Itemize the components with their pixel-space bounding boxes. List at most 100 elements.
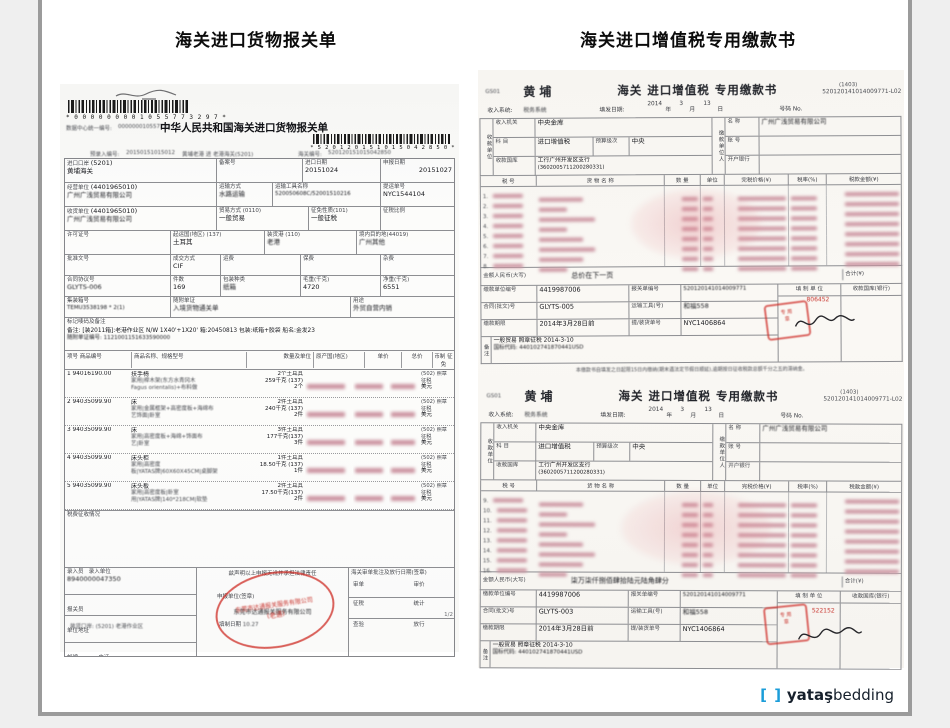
cert2-gh-rate: 税率(%) (789, 481, 828, 492)
cert2-payee-vertical: 收款单位 (481, 423, 495, 480)
item-qty-cell: 2件土耳其 240千克 (137) 2件 (264, 399, 303, 419)
cert2-fill-unit-col: 填 制 单 位 (777, 591, 840, 604)
cert1-gh-price: 完税价格(¥) (724, 174, 789, 185)
cert2-party-box: 收款单位 收入机关 中央金库 科 目 进口增值税 预算级次 中央 收款国库 (480, 422, 903, 482)
vat-certificates-scan: GS01 黄埔 海关 进口增值税 专用缴款书 (1403) 5201201410… (478, 70, 904, 670)
cert1-bill-label: 提/装货单号 (629, 319, 682, 336)
cert2-bank-label: 开户银行 (726, 462, 761, 482)
cert1-month: 3 (679, 101, 684, 108)
vat-certificate-1: GS01 黄埔 海关 进口增值税 专用缴款书 (1403) 5201201410… (479, 79, 903, 374)
field-trade-mode: 贸易方式 (0110) 一般贸易 (217, 207, 309, 230)
item-unitprice-blur (353, 371, 389, 396)
field-licence: 许可证号 (65, 231, 171, 254)
cert1-contract-label: 合同(批文)号 (481, 302, 538, 320)
item-price-blur (305, 427, 353, 452)
page-number: 1/2 (444, 612, 453, 618)
cert2-decl-no: 520120141014009771 (682, 591, 746, 599)
cert2-year: 2014 (648, 406, 664, 413)
cert2-month-unit: 月 (690, 412, 697, 420)
cert2-serial: 520120141014009771-L02 (823, 396, 903, 403)
field-container-no: 集装箱号 TEMU3538198 * 2(1) (65, 297, 171, 317)
cert1-payer-name-value: 广州广浅贸易有限公司 (761, 117, 827, 126)
cert1-treasury-label: 收款国库 (493, 156, 536, 177)
items-header-total: 总价 (402, 352, 433, 368)
cert2-bank-col: 收款国库(银行) (840, 591, 901, 604)
item-total-blur (389, 371, 419, 396)
items-header-qty: 数量及单位 (247, 352, 314, 368)
item-row: 5 94035099.90 床头板 家用|高密度板|卧室 用|YATAS牌|14… (65, 482, 454, 510)
item-total-blur (389, 455, 419, 480)
cert2-total-label: 合计(¥) (844, 578, 864, 585)
cert2-payer-vertical: 缴款单位人 (713, 424, 727, 481)
cert1-sys-row: 收入系统: 税务系统 填发日期: 2014 年 3 月 13 日 号码 No. (479, 101, 901, 118)
clerk-column: 录入员 录入单位 8940000047350 报关员 单位地址 邮编 电话 (65, 568, 197, 656)
cert1-year: 2014 (647, 101, 663, 108)
cert2-sys-row: 收入系统: 税务系统 填发日期: 2014 年 3 月 13 日 号码 No. (480, 406, 902, 423)
cert2-goods-table: 税 号 货 物 名 称 数 量 单位 完税价格(¥) 税率(%) 税款金额(¥)… (479, 480, 903, 578)
cert1-sys-label: 收入系统: (487, 107, 513, 115)
items-header-price: 单价 (365, 352, 402, 368)
cert2-date-label: 填发日期: (600, 412, 626, 419)
cert2-gh-name: 货 物 名 称 (537, 480, 666, 491)
items-header-origin: 原产国(地区) (314, 352, 365, 368)
cert2-bill-label: 提/装货单号 (628, 624, 681, 641)
item-tax-cell: (502) 照章征税 美元 (421, 371, 447, 390)
items-header-name: 商品名称、规格型号 (132, 352, 247, 368)
cert1-decl-no-label: 报关单编号 (629, 285, 682, 302)
item-qty-cell: 3件土耳其 177千克(137) 3件 (266, 427, 303, 447)
field-destination: 境内目的地(44019) 广州其他 (359, 232, 409, 246)
item-price-blur (305, 371, 353, 396)
cert1-daxie-label: 金额人民币(大写) (483, 272, 527, 280)
cert1-payer-name-label: 名 称 (725, 117, 760, 136)
items-header-code: 项号 商品编号 (65, 352, 132, 368)
pre-entry-number: 20150151015012 (126, 150, 175, 156)
cert1-footnote: 本缴款书自填发之日起限15日内缴纳(期末遇法定节假日顺延),逾期按日征收税款总额… (575, 366, 808, 374)
field-misc-fee: 杂费 (383, 256, 395, 262)
field-loading-port: 装货港 (110) 老港 (265, 231, 357, 254)
item-row: 1 94016190.00 扶手椅 家用|榉木架(东方水青冈木 Fagus or… (65, 370, 454, 398)
customs-review-column: 海关审单批注及放行日期(签章) 审单 审价 征税 统计 查验 放行 (349, 568, 454, 656)
field-import-port: 进口口岸 (5201) 黄埔海关 (65, 159, 217, 182)
item-price-blur (305, 399, 353, 424)
cert2-daxie-label: 金额人民币(大写) (482, 577, 526, 584)
cert1-no-label: 号码 No. (779, 106, 803, 113)
field-import-date: 进口日期 20151024 (303, 159, 381, 182)
content-panel: 海关进口货物报关单 海关进口增值税专用缴款书 * 0 0 0 0 0 0 0 0… (38, 0, 912, 716)
vat-certificate-2: GS01 黄埔 海关 进口增值税 专用缴款书 (1403) 5201201410… (479, 385, 903, 670)
cert2-code2: (1403) (840, 389, 859, 396)
cert2-gh-price: 完税价格(¥) (725, 481, 790, 492)
cert2-payer-name-value: 广州广浅贸易有限公司 (762, 424, 828, 433)
barcode-customs (313, 134, 451, 144)
cert2-no-label: 号码 No. (780, 413, 804, 420)
customs-number: 520120151015042850 (328, 150, 391, 156)
cert1-day-unit: 日 (717, 106, 724, 113)
cert2-stamp-number: 522152 (811, 607, 835, 615)
field-vessel-name: 运输工具名称 520050608C/52001510216 (273, 183, 381, 206)
cert1-subject-value: 进口增值税 (535, 137, 594, 156)
item-name-cell: 床 家用|金属框架+高密度板+海绵布 艺饰面|卧室 (131, 399, 214, 420)
field-transport-mode: 运输方式 水路运输 (217, 183, 273, 206)
cert2-gh-qty: 数 量 (665, 480, 702, 492)
item-code-cell: 1 94016190.00 (67, 371, 112, 377)
cert2-daxie-value: 柒万柒仟捌佰肆拾陆元陆角肆分 (568, 575, 843, 588)
declaration-scan: * 0 0 0 0 0 0 0 0 1 0 5 5 7 7 3 2 9 7 * … (60, 84, 459, 657)
field-origin-country: 起运国(地区) (137) 土耳其 (171, 231, 265, 254)
declaration-footnote: 装货口岸: (5201) 老港作业区 (70, 624, 144, 630)
cert2-contract: GLYTS-003 (536, 607, 629, 624)
item-name-cell: 床 家用|高密度板+海绵+饰面布 艺|卧室 (131, 427, 203, 448)
field-declare-date: 申报日期 20151027 (383, 160, 452, 174)
cert1-bottom-grid: 缴款单位编号 4419987006 报关单编号 5201201410140097… (480, 283, 903, 365)
cert1-bank-label: 开户银行 (725, 155, 760, 175)
field-exempt-nature: 征免性质(101) 一般征税 (309, 207, 381, 230)
item-row: 3 94035099.90 床 家用|高密度板+海绵+饰面布 艺|卧室 3件土耳… (65, 426, 454, 454)
cert1-payee-organ-label: 收入机关 (493, 118, 536, 138)
cert1-gh-name: 货 物 名 称 (536, 175, 665, 186)
left-document-title: 海关进口货物报关单 (175, 31, 337, 51)
cert1-code2: (1403) (838, 82, 858, 89)
field-package-type: 包装种类 纸箱 (221, 276, 301, 296)
cert2-bank-value (760, 462, 901, 481)
cert1-gh-rate: 税率(%) (788, 174, 827, 185)
cert1-payer-code: 4419987006 (537, 285, 630, 302)
field-net-weight: 净重(千克) 6551 (383, 277, 410, 291)
cert1-code: GS01 (485, 88, 501, 96)
